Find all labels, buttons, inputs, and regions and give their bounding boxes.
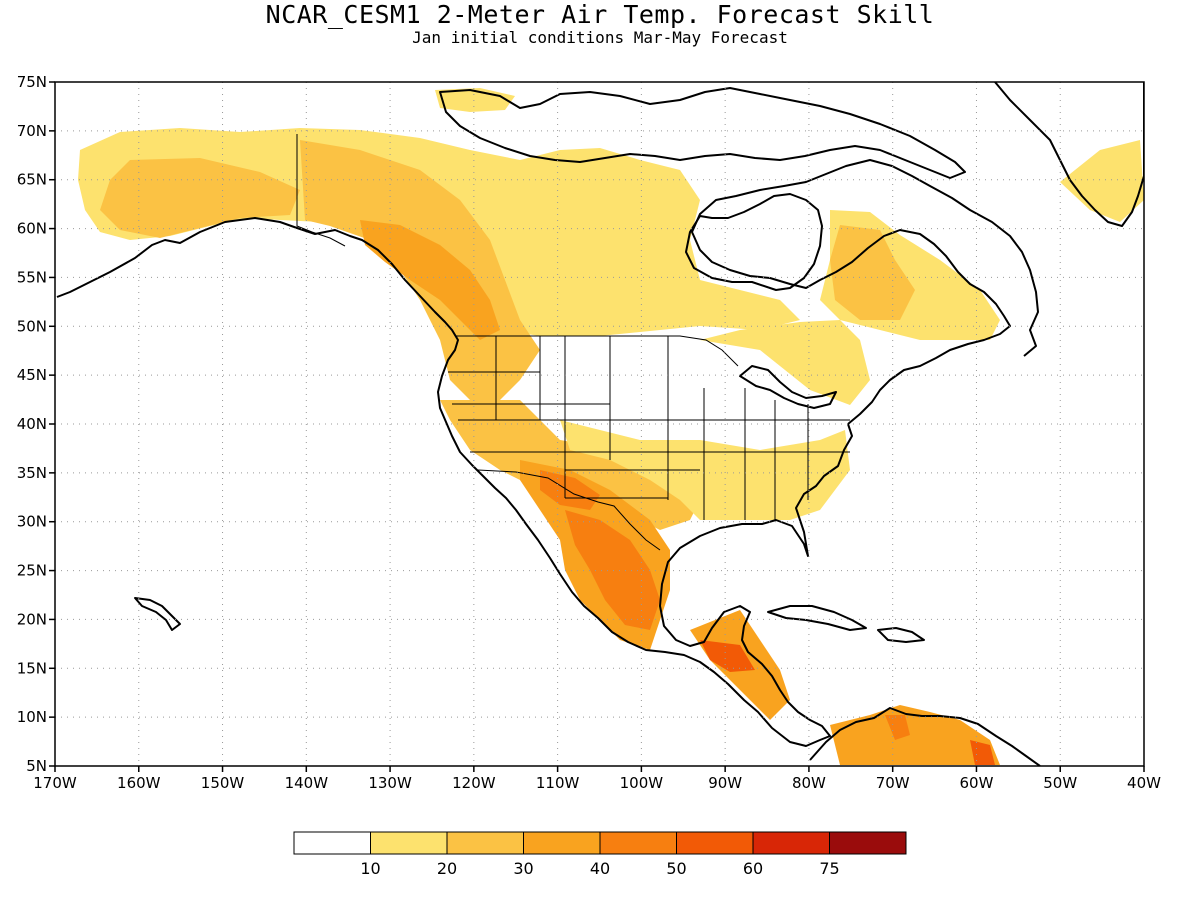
lon-tick-label: 170W: [33, 774, 77, 792]
skill-shade-region: [970, 740, 995, 765]
graticule: [55, 82, 1144, 766]
colorbar-swatch: [829, 831, 907, 855]
hawaii: [134, 597, 181, 631]
map-title: NCAR_CESM1 2-Meter Air Temp. Forecast Sk…: [265, 0, 935, 29]
hispaniola: [877, 627, 925, 643]
skill-shade-region: [1060, 140, 1144, 222]
colorbar-swatch: [676, 831, 754, 855]
skill-shade-region: [700, 320, 870, 405]
skill-shade-region: [360, 220, 500, 340]
alaska-canada-border: [296, 134, 346, 247]
lon-tick-label: 140W: [285, 774, 329, 792]
lat-tick-label: 10N: [17, 708, 47, 726]
lat-tick-label: 20N: [17, 610, 47, 628]
coastlines: [56, 82, 1144, 766]
axis-labels: 75N 70N 65N 60N 55N 50N 45N 40N 35N 30N 25N 20N 15N 1…: [17, 73, 1161, 792]
colorbar-swatch: [523, 831, 601, 855]
colorbar-label: 60: [743, 859, 763, 878]
skill-shade-region: [565, 510, 660, 630]
lat-tick-label: 75N: [17, 73, 47, 91]
lat-tick-label: 65N: [17, 171, 47, 189]
map-subtitle: Jan initial conditions Mar-May Forecast: [412, 28, 788, 47]
lat-tick-label: 55N: [17, 268, 47, 286]
lat-tick-label: 70N: [17, 122, 47, 140]
lat-tick-label: 50N: [17, 317, 47, 335]
lon-tick-label: 150W: [201, 774, 245, 792]
lon-tick-label: 90W: [708, 774, 742, 792]
us-state-borders: [448, 336, 850, 520]
lat-tick-label: 35N: [17, 464, 47, 482]
lat-tick-label: 5N: [26, 757, 47, 775]
lon-tick-label: 100W: [620, 774, 664, 792]
lon-tick-label: 40W: [1127, 774, 1161, 792]
colorbar-swatch: [599, 831, 677, 855]
south-america-coast: [809, 707, 1041, 766]
lat-tick-label: 40N: [17, 415, 47, 433]
lon-tick-label: 70W: [876, 774, 910, 792]
skill-shade-region: [700, 640, 755, 672]
skill-shade-region: [540, 470, 600, 510]
north-america-coast: [56, 159, 1039, 747]
colorbar-label: 10: [360, 859, 380, 878]
lon-tick-label: 160W: [117, 774, 161, 792]
great-lakes: [739, 365, 837, 409]
colorbar-swatch: [446, 831, 524, 855]
colorbar-swatch: [370, 831, 448, 855]
lat-tick-label: 30N: [17, 513, 47, 531]
colorbar-swatch: [752, 831, 830, 855]
lon-tick-label: 130W: [368, 774, 412, 792]
us-mexico-border: [477, 469, 661, 551]
colorbar: 10 20 30 40 50 60 75: [293, 831, 907, 878]
skill-shading: [78, 88, 1144, 765]
lat-tick-label: 15N: [17, 659, 47, 677]
skill-shade-region: [830, 705, 1000, 765]
lon-tick-label: 120W: [452, 774, 496, 792]
skill-shade-region: [885, 715, 910, 740]
lat-tick-label: 25N: [17, 562, 47, 580]
skill-shade-region: [560, 420, 850, 520]
hudson-bay: [685, 193, 823, 291]
greenland: [994, 82, 1144, 227]
lon-tick-label: 60W: [960, 774, 994, 792]
arctic-islands: [439, 87, 966, 179]
lat-tick-label: 45N: [17, 366, 47, 384]
lon-tick-label: 50W: [1043, 774, 1077, 792]
colorbar-label: 40: [590, 859, 610, 878]
lat-tick-label: 60N: [17, 220, 47, 238]
lon-tick-label: 80W: [792, 774, 826, 792]
cuba: [767, 605, 867, 631]
colorbar-label: 20: [437, 859, 457, 878]
skill-shade-region: [830, 225, 915, 320]
colorbar-label: 75: [819, 859, 839, 878]
skill-shade-region: [100, 158, 300, 238]
colorbar-swatch: [293, 831, 371, 855]
colorbar-label: 30: [513, 859, 533, 878]
lon-tick-label: 110W: [536, 774, 580, 792]
colorbar-label: 50: [666, 859, 686, 878]
